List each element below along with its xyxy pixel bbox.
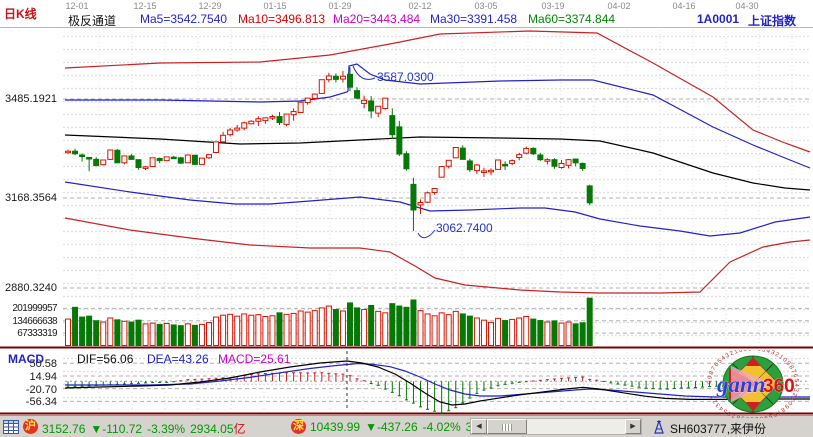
indicator-name-label[interactable]: 极反通道 <box>68 14 117 28</box>
main-pane-dot-grid <box>62 30 810 344</box>
ma-legend-item: Ma60=3374.844 <box>528 12 616 26</box>
sh-change-value: ▼-110.72 <box>90 422 143 436</box>
date-tick-label: 04-16 <box>672 1 696 11</box>
shenzhen-market-icon[interactable]: 深 <box>291 419 306 434</box>
axis-tick-label: -56.34 <box>25 396 57 409</box>
sh-turnover-unit: 亿 <box>233 422 246 436</box>
shanghai-market-icon[interactable]: 沪 <box>23 419 38 434</box>
axis-tick-label: 67333319 <box>17 328 57 340</box>
status-bar: 沪 3152.76 ▼-110.72 -3.39% 2934.05亿 深 10439.… <box>0 415 813 437</box>
date-tick-label: 04-30 <box>735 1 759 11</box>
sh-change-pct: -3.39% <box>147 422 186 436</box>
scroll-left-button[interactable]: ◀ <box>471 419 487 434</box>
stock-tower-icon <box>654 420 664 434</box>
macd-pane-title[interactable]: MACD <box>8 352 44 366</box>
sz-change-value: ▼-437.26 <box>365 420 418 434</box>
macd-dea-value: DEA=43.26 <box>147 352 209 366</box>
scrollbar-thumb[interactable] <box>487 419 527 434</box>
ma-legend-item: Ma5=3542.7540 <box>140 12 228 26</box>
sz-change-pct: -4.02% <box>422 420 461 434</box>
left-axis: 3485.1921 3168.3564 2880.3240 201999957 1346… <box>0 0 59 437</box>
sz-index-value: 10439.99 <box>310 420 361 434</box>
axis-tick-label: 201999957 <box>12 303 57 315</box>
logo-pink-triangle <box>731 366 772 402</box>
macd-dif-value: DIF=56.06 <box>77 352 134 366</box>
logo-number: 360 <box>763 376 795 397</box>
shenzhen-quote: 10439.99▼-437.26-4.02%3419. <box>310 420 496 434</box>
shanghai-quote: 3152.76 ▼-110.72 -3.39% 2934.05亿 <box>42 420 246 437</box>
ma-legend-item: Ma20=3443.484 <box>333 12 421 26</box>
low-price-annotation: 3062.7400 <box>436 221 493 235</box>
gann360-logo: gann 360 0987654321098765432109876543210… <box>707 350 798 418</box>
logo-word: gann <box>716 372 766 397</box>
horizontal-scrollbar[interactable]: ◀ ▶ <box>470 418 642 435</box>
axis-tick-label: 134666638 <box>12 315 57 327</box>
scroll-right-button[interactable]: ▶ <box>625 419 641 434</box>
axis-tick-label: 14.94 <box>29 370 57 383</box>
period-label[interactable]: 日K线 <box>4 7 37 21</box>
date-tick-label: 03-05 <box>474 1 498 11</box>
date-tick-label: 01-15 <box>263 1 287 11</box>
date-tick-label: 12-29 <box>198 1 222 11</box>
grid-view-icon[interactable] <box>3 419 19 435</box>
ma-legend-item: Ma30=3391.458 <box>430 12 518 26</box>
date-tick-label: 02-12 <box>408 1 432 11</box>
current-stock-label[interactable]: SH603777,来伊份 <box>670 422 767 436</box>
date-tick-label: 12-15 <box>133 1 157 11</box>
sh-turnover-value: 2934.05 <box>190 422 234 436</box>
axis-tick-label: 3485.1921 <box>5 93 57 105</box>
sh-index-value: 3152.76 <box>42 422 86 436</box>
symbol-code-label: 1A0001 <box>697 12 740 26</box>
ma-legend-item: Ma10=3496.813 <box>238 12 326 26</box>
axis-tick-label: 3168.3564 <box>5 192 57 204</box>
date-tick-label: 04-02 <box>607 1 631 11</box>
axis-tick-label: 2880.3240 <box>5 282 57 295</box>
axis-tick-label: -20.70 <box>25 383 57 396</box>
macd-macd-value: MACD=25.61 <box>218 352 291 366</box>
logo-bottom-triangle <box>746 402 760 412</box>
date-tick-label: 01-29 <box>328 1 352 11</box>
logo-top-triangle <box>746 357 760 366</box>
header-separator <box>0 27 813 28</box>
date-tick-label: 12-01 <box>65 1 89 11</box>
axis-tick-label: 50.58 <box>29 358 57 371</box>
symbol-name-label: 上证指数 <box>748 14 797 28</box>
date-tick-label: 03-19 <box>541 1 565 11</box>
